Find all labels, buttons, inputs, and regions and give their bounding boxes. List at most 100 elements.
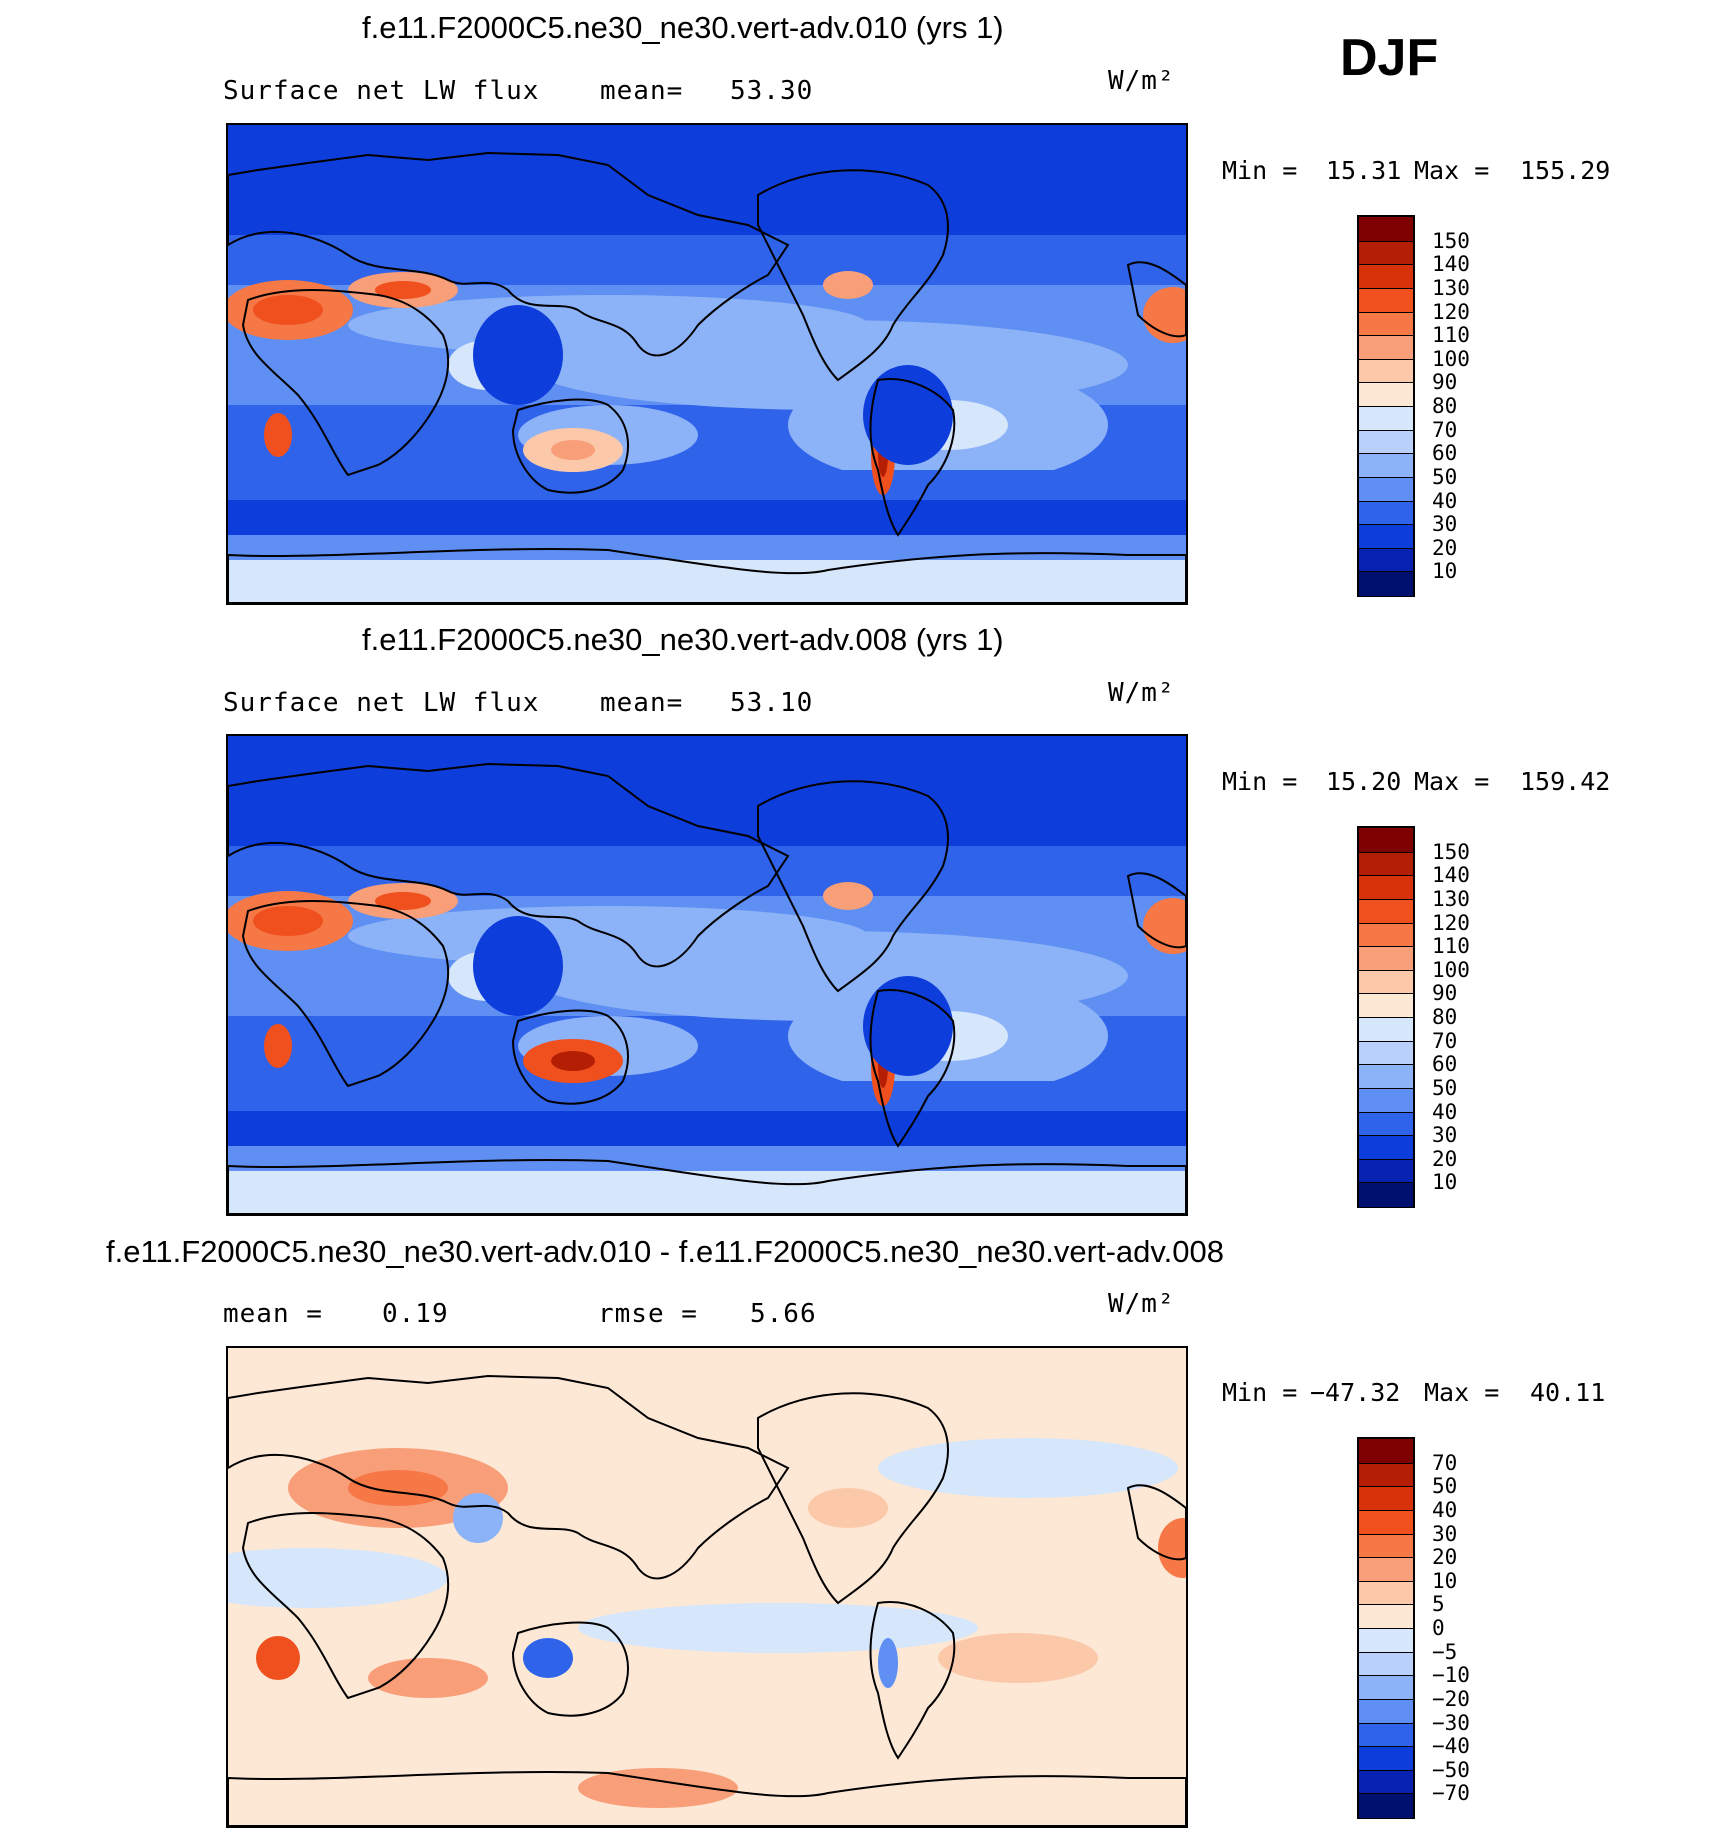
coastline: [241, 289, 450, 477]
colorbar-box: [1359, 335, 1413, 360]
colorbar-box: [1359, 1439, 1413, 1464]
colorbar-box: [1359, 1017, 1413, 1042]
colorbar-tick-label: 40: [1432, 488, 1458, 513]
colorbar-box: [1359, 993, 1413, 1018]
colorbar-box: [1359, 1135, 1413, 1160]
colorbar-tick-label: 150: [1432, 839, 1470, 864]
colorbar-box: [1359, 240, 1413, 266]
field-band: [228, 535, 1186, 560]
colorbar-box: [1359, 1793, 1413, 1818]
colorbar-box: [1359, 500, 1413, 526]
colorbar-box: [1359, 476, 1413, 502]
colorbar-tick-label: −10: [1432, 1663, 1470, 1688]
field-region-amazon: [863, 976, 953, 1076]
coastline: [228, 1158, 1186, 1214]
colorbar-tick-label: 90: [1432, 981, 1458, 1006]
panel-1-max-label: Max =: [1414, 156, 1490, 185]
field-band: [228, 470, 1186, 500]
colorbar-tick-label: 80: [1432, 394, 1458, 418]
field-band-arctic: [228, 736, 1186, 846]
colorbar-tick-label: −70: [1432, 1781, 1470, 1806]
colorbar-box: [1359, 1628, 1413, 1653]
coastline: [1126, 872, 1186, 949]
colorbar-tick-label: 100: [1432, 957, 1470, 982]
colorbar-tick-label: 100: [1432, 346, 1470, 371]
panel-1-title: f.e11.F2000C5.ne30_ne30.vert-adv.010 (yr…: [362, 10, 1004, 45]
field-region-mexico: [823, 882, 873, 910]
colorbar-tick-label: 120: [1432, 299, 1470, 324]
field-band-antarctic: [228, 1171, 1186, 1214]
colorbar-tick-label: 10: [1432, 1170, 1458, 1195]
colorbar-tick-label: 30: [1432, 512, 1458, 537]
colorbar-box: [1359, 1604, 1413, 1629]
colorbar-tick-label: 40: [1432, 1099, 1458, 1124]
coastline: [511, 398, 629, 494]
coastline: [228, 547, 1186, 603]
map-field: [228, 125, 1186, 603]
panel-1-max-value: 155.29: [1520, 156, 1611, 185]
panel-1-units: W/m²: [1108, 66, 1175, 96]
colorbar-tick-label: −40: [1432, 1734, 1470, 1759]
panel-3-title: f.e11.F2000C5.ne30_ne30.vert-adv.010 - f…: [106, 1234, 1224, 1269]
colorbar-tick-label: −20: [1432, 1686, 1470, 1711]
diff-region: [1158, 1518, 1186, 1578]
colorbar-tick-label: 60: [1432, 1052, 1458, 1077]
colorbar-tick-label: 5: [1432, 1592, 1445, 1617]
panel-1-min-value: 15.31: [1326, 156, 1402, 185]
panel-3-mean-label: mean =: [223, 1299, 323, 1329]
panel-3-mean-value: 0.19: [382, 1299, 449, 1329]
colorbar-box: [1359, 1486, 1413, 1511]
season-label: DJF: [1340, 29, 1439, 87]
diff-region: [523, 1638, 573, 1678]
diff-region: [453, 1493, 503, 1543]
field-region-sahara-east: [1143, 898, 1186, 954]
colorbar-tick-label: 90: [1432, 370, 1458, 395]
colorbar-tick-label: −50: [1432, 1757, 1470, 1782]
field-region-south-africa: [264, 1024, 292, 1068]
colorbar-box: [1359, 217, 1413, 242]
colorbar-box: [1359, 875, 1413, 900]
coastline: [869, 378, 956, 537]
colorbar-box: [1359, 969, 1413, 995]
panel-3-max-value: 40.11: [1530, 1378, 1606, 1407]
colorbar-tick-label: 20: [1432, 1146, 1458, 1171]
colorbar-box: [1359, 1698, 1413, 1724]
coastline: [228, 1770, 1186, 1826]
panel-2-max-label: Max =: [1414, 767, 1490, 796]
panel-1-colorbar: [1357, 215, 1415, 597]
field-region-amazon: [863, 365, 953, 465]
panel-1-min-label: Min =: [1222, 156, 1298, 185]
field-region-sahara-east: [1143, 287, 1186, 343]
panel-2-units: W/m²: [1108, 678, 1175, 708]
colorbar-box: [1359, 1509, 1413, 1535]
colorbar-box: [1359, 1158, 1413, 1184]
field-region-maritime: [473, 916, 563, 1016]
colorbar-box: [1359, 851, 1413, 877]
colorbar-tick-label: 50: [1432, 1075, 1458, 1100]
panel-3-max-label: Max =: [1424, 1378, 1500, 1407]
coastline: [869, 989, 956, 1148]
colorbar-box: [1359, 828, 1413, 853]
coastline: [241, 900, 450, 1088]
colorbar-tick-label: 0: [1432, 1616, 1445, 1640]
colorbar-tick-label: 130: [1432, 886, 1470, 911]
colorbar-tick-label: 10: [1432, 1568, 1458, 1593]
diff-region-core: [348, 1470, 448, 1506]
panel-3-units: W/m²: [1108, 1289, 1175, 1319]
coastline: [228, 1374, 790, 1580]
colorbar-box: [1359, 1111, 1413, 1137]
diff-region: [808, 1488, 888, 1528]
panel-3-min-label: Min =: [1222, 1378, 1298, 1407]
panel-3-rmse-value: 5.66: [750, 1299, 817, 1329]
colorbar-box: [1359, 382, 1413, 407]
colorbar-tick-label: 10: [1432, 559, 1458, 584]
colorbar-box: [1359, 264, 1413, 289]
panel-1-mean-value: 53.30: [730, 76, 814, 106]
colorbar-tick-label: 60: [1432, 441, 1458, 466]
map-field: [228, 1374, 1186, 1826]
colorbar-tick-label: 140: [1432, 252, 1470, 277]
colorbar-tick-label: 120: [1432, 910, 1470, 935]
coastline: [228, 762, 790, 968]
coastline: [241, 1512, 450, 1700]
colorbar-tick-label: 130: [1432, 275, 1470, 300]
